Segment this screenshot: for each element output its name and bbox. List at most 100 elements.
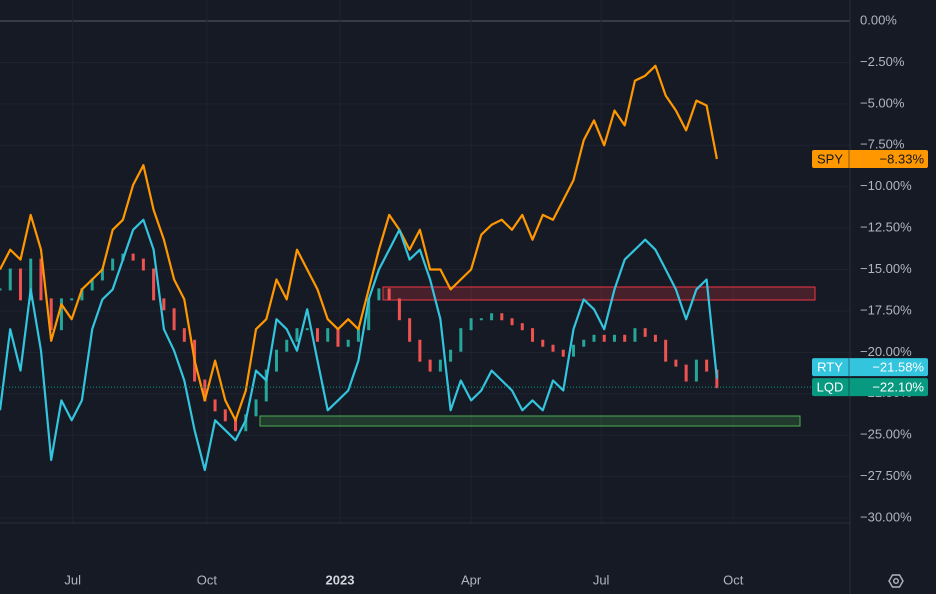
y-tick-label: 0.00% xyxy=(860,12,897,27)
candle xyxy=(49,298,53,331)
candle xyxy=(162,298,166,311)
y-tick-label: −27.50% xyxy=(860,468,912,483)
candle xyxy=(275,349,279,372)
candle xyxy=(459,328,463,352)
y-tick-label: −5.00% xyxy=(860,95,905,110)
candle xyxy=(182,328,186,342)
candle xyxy=(213,399,217,412)
candle xyxy=(18,268,22,301)
series-end-label: RTY −21.58% xyxy=(812,358,928,377)
candle xyxy=(80,288,84,301)
end-value-label: −21.58% xyxy=(872,360,924,375)
candle xyxy=(551,344,555,352)
candle xyxy=(592,334,596,342)
candle xyxy=(469,318,473,331)
candle xyxy=(438,359,442,372)
candle xyxy=(264,369,268,402)
candle xyxy=(602,334,606,342)
candle xyxy=(223,409,227,422)
candle xyxy=(326,328,330,342)
series-line xyxy=(0,64,718,422)
y-tick-label: −2.50% xyxy=(860,54,905,69)
settings-center xyxy=(893,578,899,584)
candle xyxy=(500,313,504,321)
x-tick-label: Apr xyxy=(461,572,482,587)
settings-icon[interactable] xyxy=(888,574,904,588)
x-tick-label: Jul xyxy=(593,572,610,587)
candle xyxy=(490,313,494,321)
candle xyxy=(664,339,668,362)
y-tick-label: −10.00% xyxy=(860,178,912,193)
y-tick-label: −7.50% xyxy=(860,137,905,152)
candle xyxy=(694,359,698,382)
candle xyxy=(531,328,535,342)
candle xyxy=(582,339,586,347)
y-tick-label: −15.00% xyxy=(860,261,912,276)
end-label-box xyxy=(812,150,928,169)
axes: 0.00% −2.50% −5.00% −7.50% −10.00% −12.50% −15… xyxy=(64,12,928,587)
candle xyxy=(674,359,678,367)
x-tick-label: Oct xyxy=(723,572,744,587)
candle xyxy=(70,298,74,301)
support-zone[interactable] xyxy=(259,415,801,427)
legend-entry: LQD xyxy=(817,380,844,395)
candle xyxy=(285,339,289,352)
candle xyxy=(387,288,391,301)
candle xyxy=(39,258,43,301)
candle xyxy=(510,318,514,326)
x-tick-label: 2023 xyxy=(326,572,355,587)
candle xyxy=(315,328,319,342)
x-tick-label: Oct xyxy=(197,572,218,587)
resistance-zone[interactable] xyxy=(382,286,816,301)
candle xyxy=(561,349,565,357)
candle xyxy=(305,328,309,331)
end-label-box xyxy=(812,358,928,377)
y-tick-label: −12.50% xyxy=(860,220,912,235)
candle xyxy=(234,419,238,432)
candle xyxy=(111,258,115,271)
candle xyxy=(643,328,647,337)
candle xyxy=(479,318,483,321)
y-tick-label: −20.00% xyxy=(860,344,912,359)
legend-entry: RTY xyxy=(817,360,843,375)
candle xyxy=(172,308,176,331)
end-value-label: −8.33% xyxy=(880,151,925,166)
candle xyxy=(59,298,63,331)
y-tick-label: −17.50% xyxy=(860,302,912,317)
candle xyxy=(571,344,575,357)
end-value-label: −22.10% xyxy=(872,380,924,395)
candle xyxy=(428,359,432,372)
candle xyxy=(541,339,545,347)
candle xyxy=(397,298,401,321)
y-tick-label: −30.00% xyxy=(860,509,912,524)
candle xyxy=(8,268,12,291)
candle xyxy=(418,339,422,362)
candle xyxy=(623,334,627,342)
candle xyxy=(131,253,135,261)
candle xyxy=(0,288,2,291)
candle xyxy=(653,334,657,342)
x-tick-label: Jul xyxy=(64,572,81,587)
candle xyxy=(705,359,709,372)
candle xyxy=(295,328,299,342)
candle xyxy=(244,414,248,432)
candle xyxy=(90,278,94,291)
candle xyxy=(254,399,258,417)
candle xyxy=(336,328,340,347)
candle xyxy=(29,258,33,301)
candle xyxy=(684,364,688,382)
candle xyxy=(100,268,104,281)
grid xyxy=(0,0,850,523)
candle xyxy=(408,318,412,342)
series-line xyxy=(0,218,718,472)
plot xyxy=(0,64,850,472)
candle xyxy=(346,339,350,347)
candle xyxy=(356,328,360,342)
y-tick-label: −25.00% xyxy=(860,427,912,442)
candle xyxy=(449,349,453,362)
candle xyxy=(152,268,156,301)
candle xyxy=(520,323,524,331)
candle xyxy=(141,258,145,271)
candle xyxy=(203,379,207,402)
